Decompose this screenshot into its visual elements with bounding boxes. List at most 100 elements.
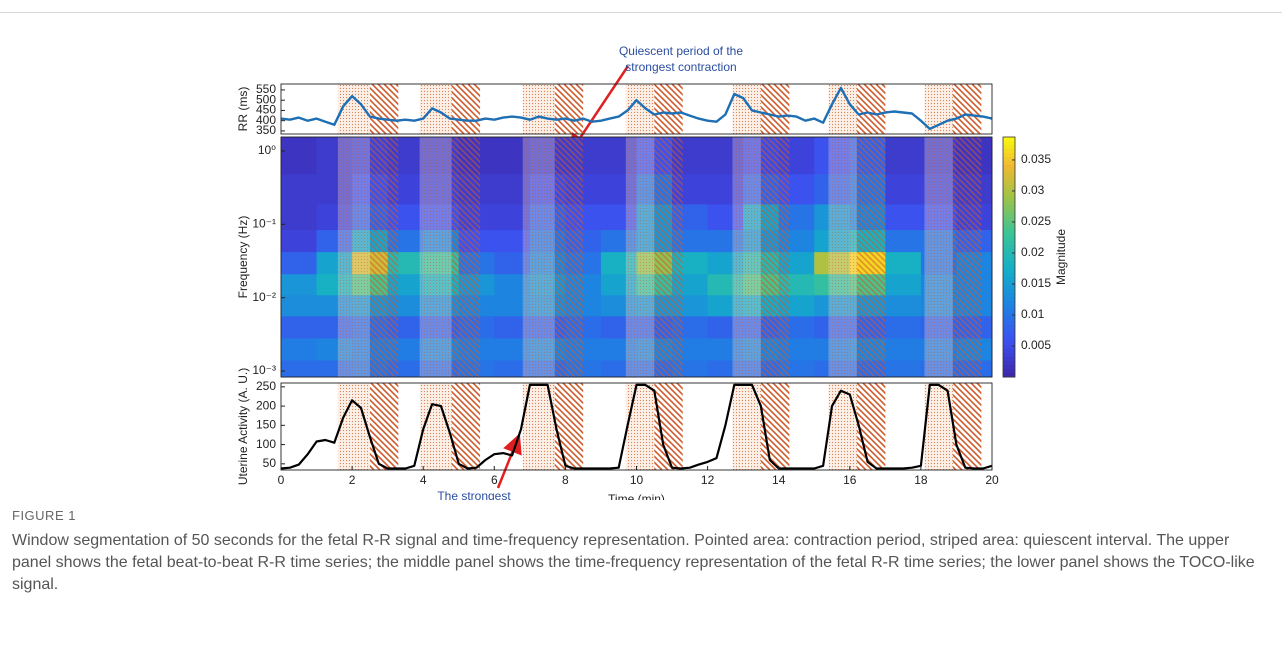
colorbar-step (1003, 225, 1015, 230)
colorbar-step (1003, 137, 1015, 142)
heat-cell (494, 337, 531, 361)
colorbar-step (1003, 237, 1015, 242)
caption-text: Window segmentation of 50 seconds for th… (12, 532, 1255, 593)
colorbar-step (1003, 213, 1015, 218)
colorbar-step (1003, 297, 1015, 302)
colorbar-step (1003, 185, 1015, 190)
y-axis-label: Frequency (Hz) (236, 216, 250, 299)
caption-label: FIGURE 1 (12, 508, 76, 523)
colorbar-step (1003, 265, 1015, 270)
colorbar-step (1003, 189, 1015, 194)
heat-cell (281, 315, 318, 339)
colorbar-step (1003, 357, 1015, 362)
quiescent-segment (369, 137, 399, 377)
colorbar-step (1003, 329, 1015, 334)
heat-cell (494, 273, 531, 296)
x-tick-label: 10 (630, 473, 644, 487)
colorbar-step (1003, 281, 1015, 286)
quiescent-segment (856, 84, 886, 134)
x-tick-label: 12 (701, 473, 715, 487)
heat-cell (281, 273, 318, 296)
colorbar-step (1003, 161, 1015, 166)
colorbar-step (1003, 209, 1015, 214)
colorbar-tick-label: 0.02 (1021, 245, 1045, 259)
colorbar-step (1003, 369, 1015, 374)
x-tick-label: 8 (562, 473, 569, 487)
contraction-segment (732, 137, 761, 377)
heat-cell (494, 229, 531, 253)
colorbar-step (1003, 325, 1015, 330)
colorbar-label: Magnitude (1054, 229, 1068, 285)
heat-cell (494, 360, 531, 378)
colorbar-tick-label: 0.03 (1021, 183, 1045, 197)
heat-cell (885, 251, 922, 275)
x-tick-label: 20 (985, 473, 999, 487)
data-line (280, 86, 993, 131)
heat-cell (494, 294, 531, 317)
heat-cell (494, 315, 531, 339)
colorbar-step (1003, 309, 1015, 314)
colorbar-step (1003, 349, 1015, 354)
colorbar-step (1003, 249, 1015, 254)
colorbar-step (1003, 145, 1015, 150)
heat-cell (281, 360, 318, 378)
y-tick-label: 10⁻¹ (252, 217, 276, 231)
colorbar-step (1003, 181, 1015, 186)
y-tick-label: 250 (256, 379, 276, 393)
colorbar-step (1003, 361, 1015, 366)
contraction-segment (625, 137, 655, 377)
colorbar-step (1003, 289, 1015, 294)
colorbar-step (1003, 285, 1015, 290)
y-tick-label: 50 (263, 456, 277, 470)
quiescent-segment (369, 84, 399, 134)
colorbar-tick-label: 0.01 (1021, 307, 1045, 321)
contraction-segment (522, 84, 555, 134)
heat-cell (281, 173, 318, 205)
quiescent-segment (856, 383, 886, 470)
colorbar-step (1003, 257, 1015, 262)
annotation-arrow (569, 65, 630, 155)
y-tick-label: 10⁻³ (252, 363, 276, 377)
colorbar-step (1003, 341, 1015, 346)
y-tick-label: 450 (256, 103, 276, 117)
colorbar-tick-label: 0.005 (1021, 338, 1051, 352)
heat-cell (281, 137, 318, 175)
contraction-segment (337, 137, 370, 377)
quiescent-segment (451, 84, 481, 134)
y-tick-label: 10⁻² (252, 290, 276, 304)
colorbar-frame (1002, 136, 1016, 378)
colorbar-step (1003, 277, 1015, 282)
quiescent-segment (654, 137, 683, 377)
quiescent-segment (554, 383, 584, 470)
colorbar-tick-label: 0.035 (1021, 152, 1051, 166)
contraction-segment (828, 137, 857, 377)
colorbar-tick-label: 0.025 (1021, 214, 1051, 228)
heat-cell (281, 251, 318, 275)
contraction-segment (337, 383, 370, 470)
annotation: Quiescent period of the (619, 44, 743, 58)
colorbar-step (1003, 321, 1015, 326)
heat-cell (494, 251, 531, 275)
annotation: strongest contraction (625, 60, 736, 74)
contraction-segment (924, 137, 953, 377)
contraction-segment (828, 383, 857, 470)
x-tick-label: 16 (843, 473, 857, 487)
colorbar-step (1003, 337, 1015, 342)
heat-cell (885, 315, 922, 339)
quiescent-segment (760, 84, 790, 134)
colorbar-step (1003, 217, 1015, 222)
colorbar-step (1003, 169, 1015, 174)
axes-frame (280, 136, 993, 378)
data-line (280, 383, 993, 470)
y-tick-label: 500 (256, 92, 276, 106)
colorbar-step (1003, 153, 1015, 158)
heat-cell (281, 229, 318, 253)
colorbar-step (1003, 149, 1015, 154)
colorbar-step (1003, 317, 1015, 322)
panel: 0.005 0.01 0.015 0.02 0.025 0.03 0.035 Magnitud… (236, 136, 1068, 378)
colorbar-step (1003, 293, 1015, 298)
heat-cell (281, 203, 318, 231)
heat-cell (885, 273, 922, 296)
